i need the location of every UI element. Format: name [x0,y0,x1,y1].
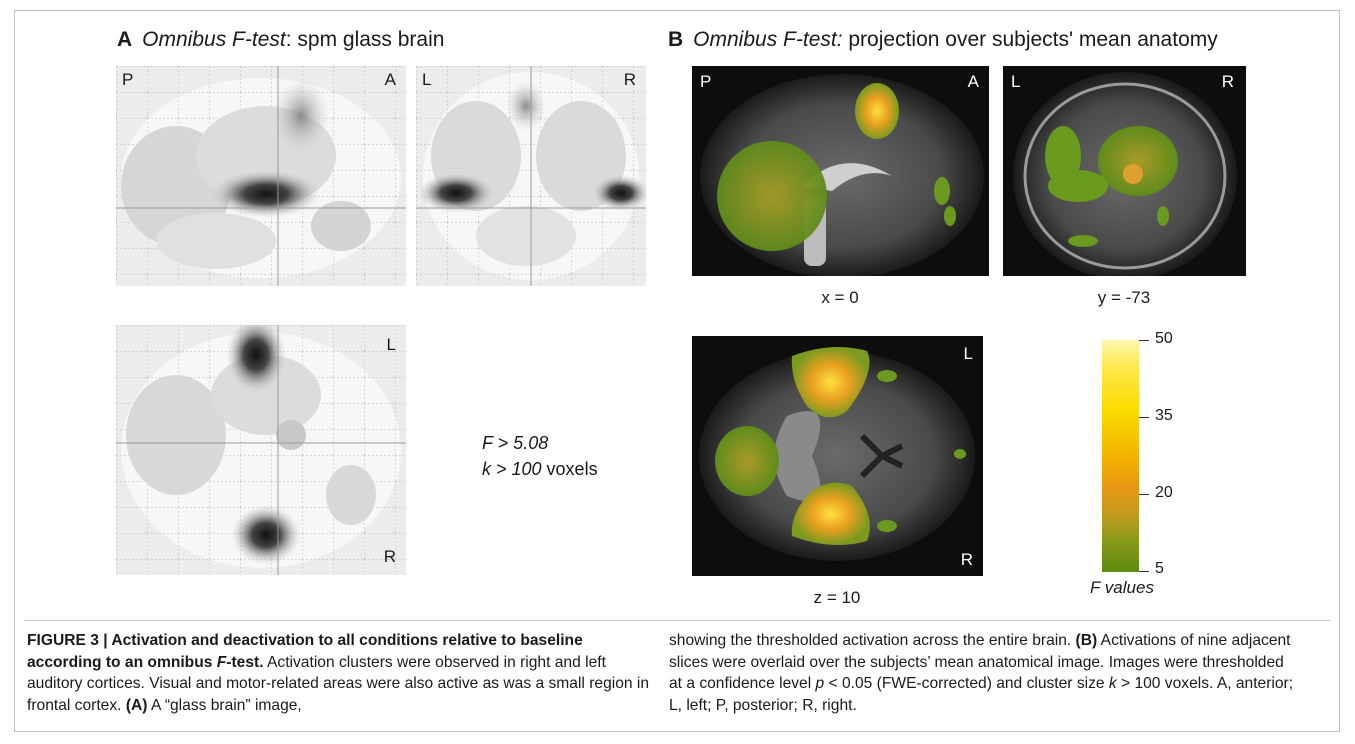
colorbar-tick [1139,417,1149,418]
corner-label-a: A [967,72,979,91]
glass-brain-axial: L R [116,325,406,575]
corner-label-p: P [700,72,712,91]
caption-separator [24,620,1330,621]
caption-label: FIGURE 3 | Activation and deactivation t… [27,632,583,671]
mri-axial: L R [692,336,983,576]
mri-coronal: L R [1003,66,1246,276]
f-value-colorbar [1102,340,1139,572]
glass-brain-sagittal: P A [116,66,406,286]
corner-label-l: L [1011,72,1021,91]
panel-b-title: B Omnibus F-test: projection over subject… [668,28,1218,51]
corner-label-r: R [623,70,636,89]
glass-brain-coronal: L R [416,66,646,286]
caption-left-column: FIGURE 3 | Activation and deactivation t… [27,632,650,714]
colorbar-tick-label: 20 [1155,484,1173,501]
figure-frame [14,10,1340,732]
colorbar-tick [1139,340,1149,341]
mri-sagittal: P A [692,66,989,276]
corner-label-r: R [960,550,973,569]
threshold-k: k > 100 voxels [482,459,598,479]
slice-coord-z: z = 10 [813,588,861,607]
threshold-note: F > 5.08 k > 100 voxels [482,430,598,482]
corner-label-l: L [422,70,432,89]
caption-right-column: showing the thresholded activation acros… [669,632,1294,714]
colorbar-title: F values [1090,578,1154,597]
colorbar-tick [1139,571,1149,572]
corner-label-r: R [1221,72,1234,91]
colorbar-tick-label: 5 [1155,560,1164,577]
slice-coord-y: y = -73 [1097,288,1151,307]
corner-label-p: P [122,70,134,89]
corner-label-r: R [383,547,396,566]
slice-coord-x: x = 0 [821,288,859,307]
panel-a-title: A Omnibus F-test: spm glass brain [117,28,445,51]
colorbar-tick-label: 35 [1155,407,1173,424]
colorbar-tick-label: 50 [1155,330,1173,347]
corner-label-l: L [963,344,973,363]
threshold-f: F > 5.08 [482,433,549,453]
corner-label-l: L [386,335,396,354]
colorbar-tick [1139,494,1149,495]
corner-label-a: A [384,70,396,89]
